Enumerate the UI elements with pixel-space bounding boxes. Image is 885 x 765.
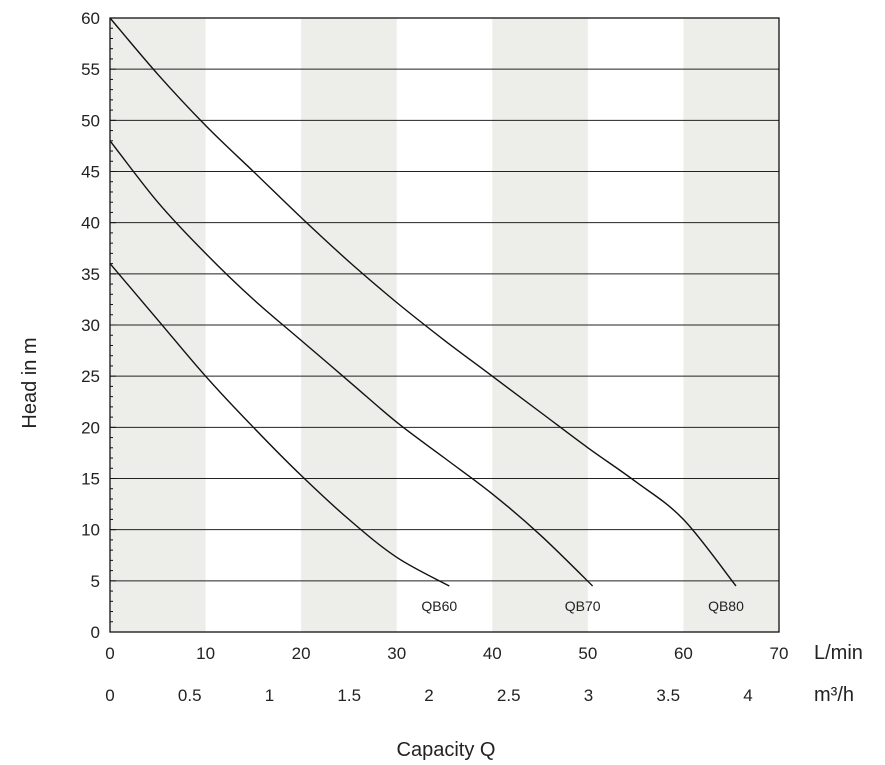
y-tick-label: 40 <box>81 214 100 233</box>
x-tick-labels-m3h: 0 0.5 1 1.5 2 2.5 3 3.5 4 <box>105 686 752 705</box>
y-tick-label: 5 <box>91 572 100 591</box>
y-tick-label: 55 <box>81 60 100 79</box>
y-tick-labels: 0 5 10 15 20 25 30 35 40 45 50 55 60 <box>81 9 100 642</box>
x-tick-label-m3h: 0 <box>105 686 114 705</box>
x-tick-label-m3h: 3.5 <box>656 686 680 705</box>
x-tick-label-lmin: 40 <box>483 644 502 663</box>
curve-label-qb80: QB80 <box>708 598 744 614</box>
y-tick-label: 30 <box>81 316 100 335</box>
grid-lines <box>110 68 779 582</box>
curve-label-qb70: QB70 <box>565 598 601 614</box>
y-tick-label: 0 <box>91 623 100 642</box>
x-tick-label-m3h: 1 <box>265 686 274 705</box>
y-tick-label: 25 <box>81 367 100 386</box>
x-tick-label-m3h: 4 <box>743 686 752 705</box>
plot-frame <box>109 17 780 633</box>
y-tick-label: 50 <box>81 111 100 130</box>
x-tick-label-lmin: 20 <box>292 644 311 663</box>
curve-label-qb60: QB60 <box>421 598 457 614</box>
curve-qb60 <box>109 263 450 587</box>
curve-labels: QB60 QB70 QB80 <box>421 598 744 614</box>
y-tick-label: 45 <box>81 163 100 182</box>
x-axis-title: Capacity Q <box>397 739 496 761</box>
y-axis-title: Head in m <box>19 337 41 428</box>
x-tick-label-lmin: 70 <box>770 644 789 663</box>
y-tick-label: 20 <box>81 418 100 437</box>
y-tick-label: 35 <box>81 265 100 284</box>
x-tick-label-m3h: 2.5 <box>497 686 521 705</box>
x-tick-label-lmin: 10 <box>196 644 215 663</box>
x-tick-label-lmin: 50 <box>578 644 597 663</box>
y-tick-label: 60 <box>81 9 100 28</box>
x-tick-label-m3h: 1.5 <box>337 686 361 705</box>
x-tick-label-m3h: 2 <box>424 686 433 705</box>
y-tick-label: 15 <box>81 470 100 489</box>
x-tick-label-m3h: 3 <box>584 686 593 705</box>
x-tick-label-lmin: 30 <box>387 644 406 663</box>
unit-m3h: m³/h <box>814 684 854 706</box>
x-tick-label-lmin: 60 <box>674 644 693 663</box>
x-tick-labels-lmin: 0 10 20 30 40 50 60 70 <box>105 644 788 663</box>
pump-curves <box>109 17 737 587</box>
y-tick-label: 10 <box>81 521 100 540</box>
x-tick-label-lmin: 0 <box>105 644 114 663</box>
x-tick-label-m3h: 0.5 <box>178 686 202 705</box>
curve-qb80 <box>109 17 737 587</box>
curve-qb70 <box>109 140 594 587</box>
unit-lmin: L/min <box>814 642 863 664</box>
